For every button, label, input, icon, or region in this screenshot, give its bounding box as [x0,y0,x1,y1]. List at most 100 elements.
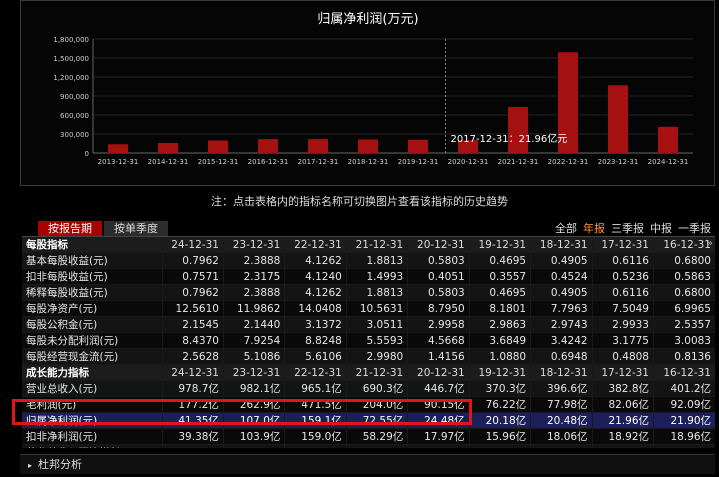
indicator-value: 2.9863 [468,316,531,333]
indicator-value: 77.98亿 [530,396,593,413]
scroll-right-icon[interactable]: » [706,238,713,249]
indicator-value: 3.0083 [653,332,715,349]
indicator-value: 159.0亿 [284,428,347,445]
filter-all[interactable]: 全部 [555,222,577,235]
indicator-value: 396.6亿 [530,380,593,397]
indicator-name[interactable]: 扣非净利润(元) [22,428,162,445]
table-row: 扣非净利润(元) 39.38亿 103.9亿 159.0亿 58.29亿 17.97亿 15… [22,428,715,445]
x-tick-label: 2024-12-31 [648,158,689,166]
x-tick-label: 2016-12-31 [248,158,289,166]
x-tick-label: 2015-12-31 [198,158,239,166]
indicator-value: 11.9862 [222,300,285,317]
table-row: 每股净资产(元) 12.5610 11.9862 14.0408 10.5631 8.79… [22,300,715,317]
indicator-value: 0.4905 [530,252,593,269]
indicator-value: 2.5357 [653,316,715,333]
bar [258,139,278,153]
column-header: 24-12-31 [161,237,224,253]
indicator-value: 4.5668 [407,332,470,349]
indicator-value: 18.06亿 [530,428,593,445]
indicator-name[interactable]: 每股未分配利润(元) [22,332,162,349]
indicator-value: 0.6116 [591,284,654,301]
column-header: 17-12-31 [591,364,654,381]
report-type-filters: 全部 年报 三季报 中报 一季报 [555,221,711,237]
indicator-value: 2.9933 [591,316,654,333]
indicator-value: 2.1545 [161,316,224,333]
indicator-name[interactable]: 基本每股收益(元) [22,252,162,269]
filter-q1[interactable]: 一季报 [678,222,711,235]
indicator-value: 41.35亿 [161,412,224,429]
filter-interim[interactable]: 中报 [650,222,672,235]
table-row: 扣非每股收益(元) 0.7571 2.3175 4.1240 1.4993 0.4051 0… [22,268,715,285]
y-tick-label: 1,500,000 [53,55,89,63]
indicator-value: 2.3888 [222,252,285,269]
indicator-value: 76.22亿 [468,396,531,413]
column-header: 19-12-31 [468,364,531,381]
indicator-value: 3.6849 [468,332,531,349]
column-header: 20-12-31 [407,364,470,381]
indicator-value: 446.7亿 [407,380,470,397]
indicator-name[interactable]: 归属净利润(元) [22,412,162,429]
indicator-value: 18.96亿 [653,428,715,445]
y-tick-label: 300,000 [60,131,89,139]
column-header: 16-12-31 [653,364,715,381]
indicator-name: 成长能力指标 [22,364,162,381]
indicator-value: 4.1262 [284,284,347,301]
indicator-value: 978.7亿 [161,380,224,397]
indicator-name[interactable]: 每股经营现金流(元) [22,348,162,365]
column-header: 17-12-31 [591,237,654,253]
x-tick-label: 2023-12-31 [598,158,639,166]
x-tick-label: 2013-12-31 [98,158,139,166]
indicator-value: 8.8248 [284,332,347,349]
indicator-name[interactable]: 扣非每股收益(元) [22,268,162,285]
indicator-value: 3.4242 [530,332,593,349]
column-header: 18-12-31 [530,364,593,381]
table-row: 基本每股收益(元) 0.7962 2.3888 4.1262 1.8813 0.5803 0… [22,252,715,269]
indicator-name[interactable]: 每股公积金(元) [22,316,162,333]
filter-q3[interactable]: 三季报 [611,222,644,235]
indicator-value: 0.5803 [407,252,470,269]
table-row: 毛利润(元) 177.2亿 262.9亿 471.5亿 204.0亿 90.15亿 76.2… [22,396,715,413]
indicator-name[interactable]: 毛利润(元) [22,396,162,413]
indicator-value: 8.4370 [161,332,224,349]
dupont-analysis-section[interactable]: ▸ 杜邦分析 [20,454,715,474]
indicator-name[interactable]: 营业总收入同比增长(%) [22,444,162,448]
indicator-value: 0.5863 [653,268,715,285]
indicator-value: 0.3557 [468,268,531,285]
bar [408,139,428,153]
bar [458,140,478,153]
indicator-name[interactable]: 稀释每股收益(元) [22,284,162,301]
indicator-value: 6.9965 [653,300,715,317]
period-tabs: 按报告期 按单季度 [38,221,168,237]
indicator-value: 0.5236 [591,268,654,285]
indicator-value: 1.4993 [345,268,408,285]
column-header: 21-12-31 [345,237,408,253]
indicator-value: 10.5631 [345,300,408,317]
dupont-analysis-label: 杜邦分析 [38,458,83,471]
indicator-value: 7.7963 [530,300,593,317]
table-row: 稀释每股收益(元) 0.7962 2.3888 4.1262 1.8813 0.5803 0… [22,284,715,301]
indicator-value: 2.3888 [222,284,285,301]
tab-single-quarter[interactable]: 按单季度 [104,221,168,237]
indicator-value: 262.9亿 [222,396,285,413]
bar [558,52,578,154]
indicator-value: 2.9980 [345,348,408,365]
x-tick-label: 2017-12-31 [298,158,339,166]
tab-report-period[interactable]: 按报告期 [38,221,102,237]
indicator-value: 7.72 [653,444,715,448]
financial-table-container: 每股指标 24-12-31 23-12-31 22-12-31 21-12-31 20-1… [22,236,715,448]
column-header: 20-12-31 [407,237,470,253]
indicator-value: 204.0亿 [345,396,408,413]
indicator-value: 12.5610 [161,300,224,317]
y-tick-label: 1,800,000 [53,36,89,44]
indicator-value: 0.6116 [591,252,654,269]
y-tick-label: 600,000 [60,112,89,120]
indicator-value: 5.6106 [284,348,347,365]
table-row: 营业总收入同比增长(%)-0.351.7639.8054.5420.63-6.6… [22,444,715,448]
indicator-name[interactable]: 每股净资产(元) [22,300,162,317]
indicator-name[interactable]: 营业总收入(元) [22,380,162,397]
indicator-value: 18.92亿 [591,428,654,445]
filter-annual[interactable]: 年报 [583,222,605,235]
indicator-value: 401.2亿 [653,380,715,397]
indicator-value: 20.63 [407,444,470,448]
indicator-value: 21.96亿 [591,412,654,429]
